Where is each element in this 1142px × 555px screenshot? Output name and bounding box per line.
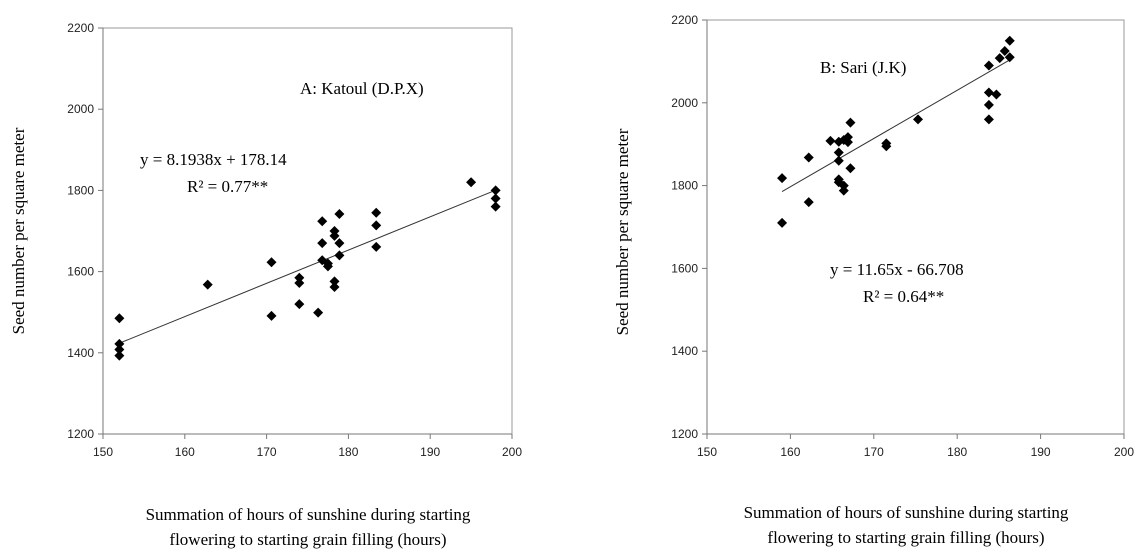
- data-point: [329, 276, 340, 287]
- y-tick-labels: 1200 1400 1600 1800 2000 2200: [67, 21, 103, 441]
- data-point: [983, 87, 994, 98]
- x-tick-label: 200: [1114, 445, 1134, 459]
- x-tick-label: 150: [697, 445, 717, 459]
- data-point: [999, 46, 1010, 57]
- x-tick-label: 190: [1031, 445, 1051, 459]
- data-point: [833, 155, 844, 166]
- data-point: [777, 217, 788, 228]
- data-point: [825, 135, 836, 146]
- data-point: [845, 163, 856, 174]
- y-tick-label: 1200: [671, 427, 698, 441]
- data-point: [466, 177, 477, 188]
- data-point: [371, 220, 382, 231]
- data-point: [266, 310, 277, 321]
- data-point: [266, 257, 277, 268]
- data-point: [845, 117, 856, 128]
- data-point: [334, 208, 345, 219]
- data-point: [1004, 35, 1015, 46]
- data-point: [803, 152, 814, 163]
- data-point: [294, 277, 305, 288]
- data-point: [991, 89, 1002, 100]
- data-point: [490, 201, 501, 212]
- x-tick-labels: 150 160 170 180 190 200: [697, 434, 1134, 459]
- data-point: [317, 216, 328, 227]
- data-point: [1004, 52, 1015, 63]
- data-point: [294, 272, 305, 283]
- trendline: [781, 58, 1012, 192]
- data-point: [842, 137, 853, 148]
- y-tick-label: 1800: [67, 183, 94, 197]
- chart-panel-a: 1200 1400 1600 1800 2000 2200 150 160 170 180 190…: [9, 21, 522, 549]
- x-tick-label: 180: [947, 445, 967, 459]
- regression-equation: y = 11.65x - 66.708: [830, 260, 964, 279]
- data-point: [833, 147, 844, 158]
- x-tick-label: 160: [780, 445, 800, 459]
- regression-equation: y = 8.1938x + 178.14: [140, 150, 287, 169]
- x-tick-label: 200: [502, 445, 522, 459]
- data-point: [114, 350, 125, 361]
- x-axis-label-line-2: flowering to starting grain filling (hou…: [169, 530, 446, 549]
- x-tick-label: 180: [338, 445, 358, 459]
- data-point: [334, 250, 345, 261]
- data-point: [322, 261, 333, 272]
- y-tick-label: 1800: [671, 179, 698, 193]
- data-point: [881, 141, 892, 152]
- data-point: [983, 99, 994, 110]
- data-point: [803, 197, 814, 208]
- data-point: [983, 60, 994, 71]
- data-point: [490, 193, 501, 204]
- data-point: [329, 282, 340, 293]
- data-point: [334, 238, 345, 249]
- data-points: [777, 35, 1015, 228]
- y-tick-label: 2000: [671, 96, 698, 110]
- y-tick-label: 1400: [67, 346, 94, 360]
- x-tick-label: 170: [864, 445, 884, 459]
- chart-panel-b: 1200 1400 1600 1800 2000 2200 150 160 170 180 190…: [613, 13, 1134, 547]
- data-point: [317, 238, 328, 249]
- data-point: [983, 114, 994, 125]
- data-point: [313, 307, 324, 318]
- trendline: [119, 189, 496, 344]
- x-tick-label: 150: [93, 445, 113, 459]
- data-points: [114, 177, 501, 361]
- panel-annotation: A: Katoul (D.P.X): [300, 79, 424, 98]
- r-squared: R² = 0.77**: [187, 177, 268, 196]
- r-squared: R² = 0.64**: [863, 287, 944, 306]
- y-axis-label: Seed number per square meter: [613, 128, 632, 335]
- y-axis-label: Seed number per square meter: [9, 127, 28, 334]
- data-point: [490, 185, 501, 196]
- x-tick-label: 160: [175, 445, 195, 459]
- data-point: [838, 185, 849, 196]
- data-point: [371, 207, 382, 218]
- data-point: [202, 279, 213, 290]
- data-point: [371, 241, 382, 252]
- data-point: [994, 53, 1005, 64]
- y-tick-labels: 1200 1400 1600 1800 2000 2200: [671, 13, 707, 441]
- plot-area-border: [706, 19, 1125, 435]
- x-axis-label-line-2: flowering to starting grain filling (hou…: [767, 528, 1044, 547]
- y-tick-label: 1200: [67, 427, 94, 441]
- y-tick-label: 1400: [671, 344, 698, 358]
- x-tick-label: 190: [420, 445, 440, 459]
- panel-annotation: B: Sari (J.K): [820, 58, 906, 77]
- data-point: [777, 173, 788, 184]
- y-tick-label: 2200: [67, 21, 94, 35]
- x-tick-labels: 150 160 170 180 190 200: [93, 434, 522, 459]
- y-tick-label: 1600: [671, 261, 698, 275]
- data-point: [294, 299, 305, 310]
- x-axis-label-line-1: Summation of hours of sunshine during st…: [744, 503, 1069, 522]
- data-point: [114, 344, 125, 355]
- data-point: [329, 230, 340, 241]
- data-point: [913, 114, 924, 125]
- y-tick-label: 1600: [67, 265, 94, 279]
- y-tick-label: 2200: [671, 13, 698, 27]
- y-tick-label: 2000: [67, 102, 94, 116]
- data-point: [114, 313, 125, 324]
- data-point: [114, 338, 125, 349]
- x-tick-label: 170: [257, 445, 277, 459]
- x-axis-label-line-1: Summation of hours of sunshine during st…: [146, 505, 471, 524]
